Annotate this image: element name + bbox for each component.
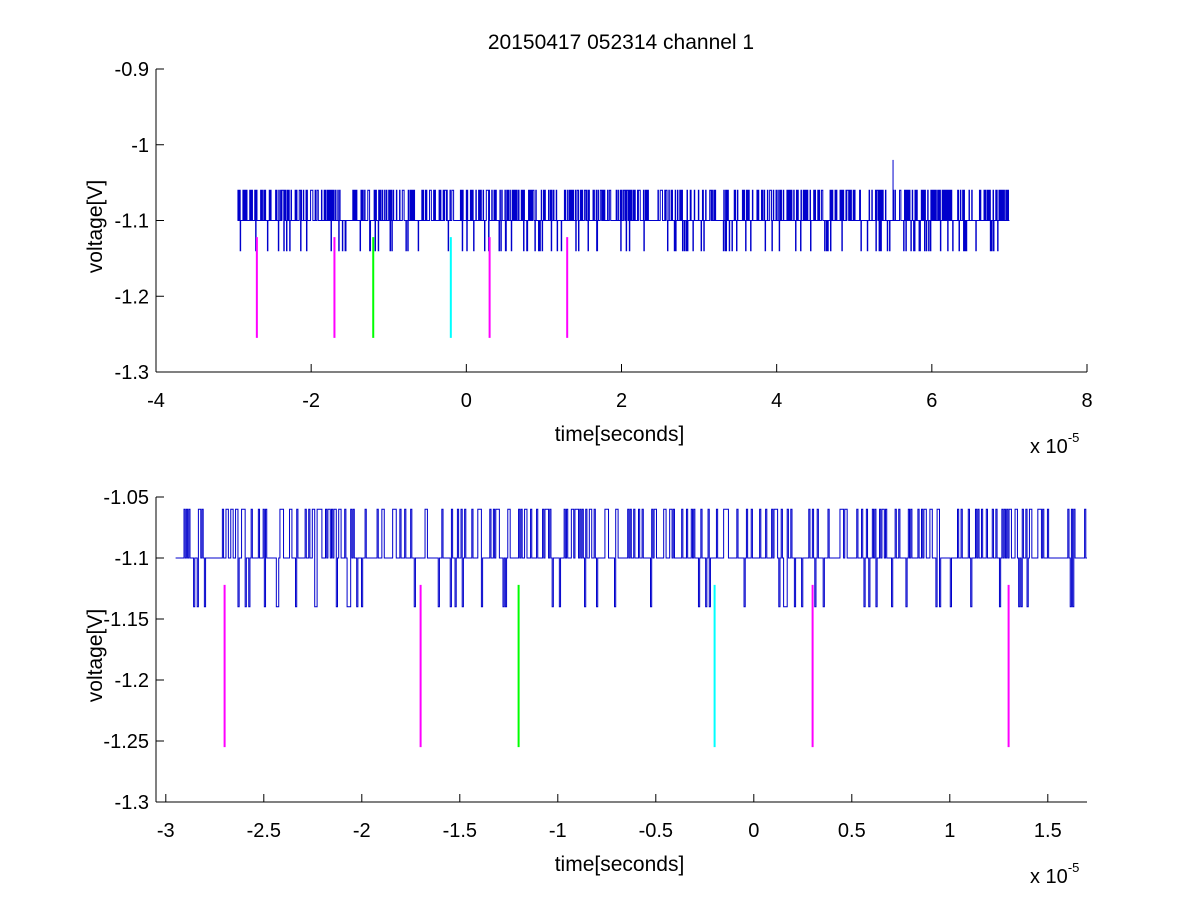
voltage-series-line	[237, 189, 1010, 252]
y-tick-label: -1.3	[115, 792, 149, 814]
y-tick-label: -1.1	[115, 548, 149, 570]
top-axes: -4 -2 0 2 4 6 8 -1.3 -1.2 -1.1 -1 -0.9 time[seconds]…	[84, 59, 1093, 458]
x-tick-label: -4	[147, 390, 165, 412]
x-tick-label: -1	[549, 820, 567, 842]
x-tick-label: 2	[616, 390, 627, 412]
x-tick-label: 1.5	[1034, 820, 1062, 842]
y-tick-label: -1.2	[115, 670, 149, 692]
x-tick-label: 8	[1081, 390, 1092, 412]
x-tick-label: 0	[461, 390, 472, 412]
y-tick-label: -1.15	[103, 609, 149, 631]
x-tick-label: 6	[926, 390, 937, 412]
y-tick-label: -0.9	[115, 59, 149, 81]
x-tick-label: 1	[944, 820, 955, 842]
y-tick-label: -1.3	[115, 362, 149, 384]
y-axis-label: voltage[V]	[84, 180, 107, 273]
x-tick-label: -2	[353, 820, 371, 842]
figure-title: 20150417 052314 channel 1	[488, 31, 754, 54]
x-exponent-label: x 10-5	[1030, 430, 1079, 458]
x-tick-label: -3	[157, 820, 175, 842]
voltage-series-line	[175, 508, 1087, 608]
y-tick-label: -1.05	[103, 487, 149, 509]
x-tick-label: 0	[748, 820, 759, 842]
y-tick-label: -1.1	[115, 211, 149, 233]
x-tick-label: 0.5	[838, 820, 866, 842]
x-exponent-label: x 10-5	[1030, 860, 1079, 888]
bottom-axes: -3 -2.5 -2 -1.5 -1 -0.5 0 0.5 1 1.5 -1.3 -1.25 -1.2 -…	[84, 487, 1087, 888]
x-tick-label: 4	[771, 390, 782, 412]
x-axis-label: time[seconds]	[555, 853, 685, 876]
x-tick-label: -1.5	[443, 820, 477, 842]
x-tick-label: -2.5	[247, 820, 281, 842]
x-axis-label: time[seconds]	[555, 423, 685, 446]
y-tick-label: -1	[131, 135, 149, 157]
y-axis-label: voltage[V]	[84, 609, 107, 702]
x-tick-label: -2	[302, 390, 320, 412]
y-tick-label: -1.2	[115, 286, 149, 308]
y-tick-label: -1.25	[103, 731, 149, 753]
x-tick-label: -0.5	[639, 820, 673, 842]
